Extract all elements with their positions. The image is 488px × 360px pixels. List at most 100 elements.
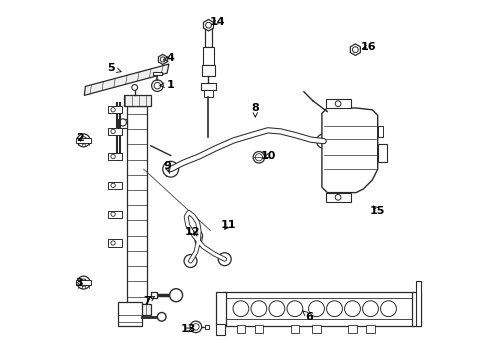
Circle shape (154, 82, 160, 89)
Bar (254, 325, 263, 333)
Text: 11: 11 (220, 220, 236, 230)
Polygon shape (350, 44, 360, 55)
Circle shape (111, 241, 115, 245)
Bar (123, 95, 151, 106)
Polygon shape (158, 54, 167, 64)
Circle shape (77, 276, 90, 289)
Bar (377, 144, 386, 162)
Text: 16: 16 (360, 42, 376, 52)
Polygon shape (203, 19, 213, 31)
Circle shape (286, 301, 302, 317)
Bar (107, 239, 122, 247)
Circle shape (157, 312, 166, 321)
Bar (107, 106, 122, 113)
Bar (325, 99, 350, 108)
Text: 8: 8 (251, 103, 259, 117)
Bar (290, 325, 299, 333)
Bar (203, 47, 213, 65)
Circle shape (111, 183, 115, 188)
Circle shape (111, 129, 115, 134)
Text: 2: 2 (76, 132, 83, 143)
Circle shape (77, 134, 90, 147)
Bar (415, 281, 420, 326)
Circle shape (166, 170, 171, 174)
Text: 4: 4 (163, 53, 174, 63)
Circle shape (218, 253, 231, 266)
Polygon shape (166, 168, 171, 176)
Bar (107, 182, 122, 189)
Bar (76, 280, 91, 285)
Bar (107, 128, 122, 135)
Text: 5: 5 (107, 63, 121, 73)
Text: 3: 3 (76, 278, 83, 288)
Bar (107, 211, 122, 218)
Polygon shape (321, 108, 377, 193)
Circle shape (163, 161, 178, 177)
Circle shape (205, 22, 211, 28)
Bar (123, 304, 151, 315)
Bar (411, 292, 420, 326)
Circle shape (119, 119, 126, 126)
Circle shape (111, 108, 115, 112)
Circle shape (308, 301, 324, 317)
Circle shape (232, 301, 248, 317)
Circle shape (268, 301, 284, 317)
Bar (215, 324, 224, 335)
Text: 7: 7 (143, 296, 154, 306)
Circle shape (151, 80, 163, 91)
Text: 12: 12 (184, 227, 200, 237)
Circle shape (111, 212, 115, 216)
Bar (76, 138, 91, 143)
Circle shape (326, 301, 342, 317)
Circle shape (196, 235, 201, 240)
Circle shape (380, 301, 396, 317)
Bar (347, 325, 356, 333)
Text: 9: 9 (163, 161, 171, 174)
Text: 10: 10 (260, 151, 275, 161)
Text: 15: 15 (369, 206, 385, 216)
Bar (325, 193, 350, 202)
Circle shape (362, 301, 378, 317)
Text: 14: 14 (209, 17, 225, 27)
Bar (215, 292, 226, 326)
Circle shape (344, 301, 360, 317)
Text: 6: 6 (302, 311, 313, 322)
Bar (153, 72, 162, 75)
Circle shape (111, 154, 115, 159)
Polygon shape (84, 64, 168, 95)
Circle shape (335, 194, 340, 200)
Bar (127, 106, 147, 304)
Bar (224, 298, 411, 319)
Circle shape (255, 154, 262, 161)
Text: 13: 13 (181, 324, 196, 334)
Bar (205, 325, 208, 329)
Bar (118, 119, 127, 128)
Circle shape (335, 101, 340, 107)
Text: 1: 1 (160, 80, 174, 90)
Polygon shape (194, 232, 203, 243)
Circle shape (352, 47, 358, 53)
Bar (202, 65, 215, 76)
Bar (223, 292, 413, 326)
Circle shape (80, 279, 87, 286)
Circle shape (190, 321, 201, 333)
Bar (311, 325, 320, 333)
Circle shape (132, 85, 137, 90)
Circle shape (253, 152, 264, 163)
Bar (204, 90, 212, 97)
Circle shape (80, 137, 87, 144)
Bar (150, 292, 157, 298)
Bar (107, 153, 122, 160)
Bar (377, 126, 382, 137)
Circle shape (160, 57, 165, 62)
Bar (118, 302, 142, 326)
Bar (204, 27, 212, 47)
Circle shape (183, 255, 197, 267)
Bar (201, 83, 215, 90)
Circle shape (192, 324, 199, 330)
Bar (366, 325, 374, 333)
Circle shape (316, 134, 330, 148)
Circle shape (250, 301, 266, 317)
Circle shape (169, 289, 182, 302)
Bar (236, 325, 244, 333)
